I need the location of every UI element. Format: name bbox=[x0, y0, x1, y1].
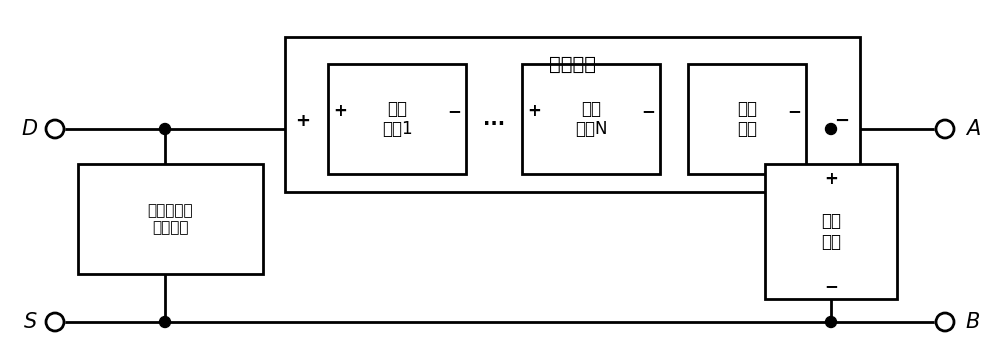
Circle shape bbox=[936, 120, 954, 138]
Text: −: − bbox=[641, 102, 655, 120]
Bar bbox=[285, 37, 860, 192]
Text: $S$: $S$ bbox=[23, 312, 37, 332]
Text: +: + bbox=[333, 102, 347, 120]
Text: 鉃位
电路: 鉃位 电路 bbox=[821, 212, 841, 251]
Text: $B$: $B$ bbox=[965, 312, 981, 332]
Text: −: − bbox=[824, 277, 838, 295]
Circle shape bbox=[46, 120, 64, 138]
Circle shape bbox=[160, 317, 170, 328]
Text: +: + bbox=[296, 112, 310, 130]
Text: −: − bbox=[447, 102, 461, 120]
Text: 耐压电路: 耐压电路 bbox=[549, 55, 596, 74]
Bar bbox=[765, 164, 897, 299]
Text: ...: ... bbox=[483, 110, 505, 128]
Bar bbox=[522, 64, 660, 174]
Text: 耐压
单元1: 耐压 单元1 bbox=[382, 100, 412, 138]
Circle shape bbox=[826, 317, 836, 328]
Text: +: + bbox=[824, 170, 838, 188]
Text: +: + bbox=[527, 102, 541, 120]
Bar bbox=[328, 64, 466, 174]
Text: −: − bbox=[787, 102, 801, 120]
Text: $A$: $A$ bbox=[965, 119, 981, 139]
Circle shape bbox=[46, 313, 64, 331]
Circle shape bbox=[936, 313, 954, 331]
Text: $D$: $D$ bbox=[21, 119, 39, 139]
Text: 耐压
单元N: 耐压 单元N bbox=[575, 100, 607, 138]
Text: 限流
电路: 限流 电路 bbox=[737, 100, 757, 138]
Text: −: − bbox=[834, 112, 850, 130]
Circle shape bbox=[826, 123, 836, 135]
Bar bbox=[688, 64, 806, 174]
Circle shape bbox=[160, 123, 170, 135]
Bar bbox=[78, 164, 263, 274]
Text: 被测功率半
导体器件: 被测功率半 导体器件 bbox=[148, 203, 193, 235]
